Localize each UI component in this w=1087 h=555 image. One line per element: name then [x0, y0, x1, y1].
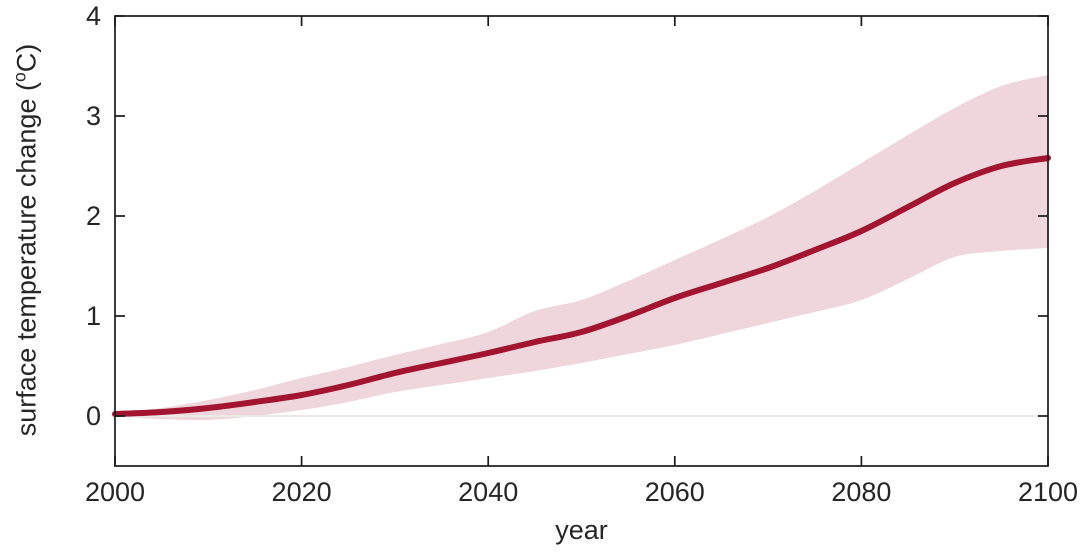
y-tick-label: 2	[86, 201, 101, 231]
x-tick-label: 2100	[1018, 477, 1078, 507]
y-axis-label-unit: C)	[11, 43, 42, 73]
x-tick-label: 2020	[272, 477, 332, 507]
y-tick-label: 3	[86, 101, 101, 131]
y-tick-label: 4	[86, 1, 101, 31]
x-tick-label: 2080	[831, 477, 891, 507]
y-axis-label-superscript: o	[9, 72, 30, 83]
y-tick-label: 0	[86, 401, 101, 431]
x-tick-label: 2000	[85, 477, 145, 507]
y-axis-label-text: surface temperature change (	[11, 82, 42, 437]
y-axis-label: surface temperature change (oC)	[9, 43, 43, 437]
y-tick-label: 1	[86, 301, 101, 331]
x-tick-label: 2060	[645, 477, 705, 507]
x-axis-label: year	[555, 515, 608, 545]
axis-box	[114, 15, 1049, 467]
x-tick-label: 2040	[458, 477, 518, 507]
mean-temperature-line	[112, 155, 1051, 417]
uncertainty-band	[115, 75, 1048, 421]
